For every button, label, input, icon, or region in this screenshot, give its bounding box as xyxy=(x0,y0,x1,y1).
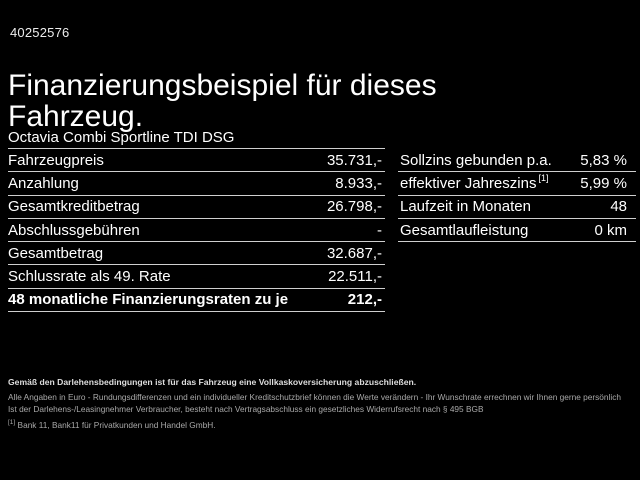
row-value: 212,- xyxy=(347,291,382,309)
row-value: 8.933,- xyxy=(335,174,382,192)
row-value: 5,99 % xyxy=(580,174,627,192)
row-value: 22.511,- xyxy=(328,268,382,286)
table-row: Gesamtkreditbetrag 26.798,- xyxy=(8,196,385,219)
table-row: Abschlussgebühren - xyxy=(8,219,385,243)
footnote-marker: [1] xyxy=(8,418,16,426)
row-value: 32.687,- xyxy=(326,244,382,262)
legal-footer: Gemäß den Darlehensbedingungen ist für d… xyxy=(8,376,636,430)
vehicle-id: 40252576 xyxy=(10,25,70,40)
row-label: Gesamtkreditbetrag xyxy=(8,198,140,216)
row-label: Abschlussgebühren xyxy=(8,221,140,239)
bank-footnote: [1] Bank 11, Bank11 für Privatkunden und… xyxy=(8,418,636,430)
financing-table: Octavia Combi Sportline TDI DSG Fahrzeug… xyxy=(8,127,385,313)
table-row: effektiver Jahreszins [1] 5,99 % xyxy=(398,172,636,196)
row-value: - xyxy=(377,221,382,239)
insurance-note: Gemäß den Darlehensbedingungen ist für d… xyxy=(8,377,417,387)
row-value: 35.731,- xyxy=(326,151,382,169)
row-label: effektiver Jahreszins [1] xyxy=(400,172,549,192)
row-label: 48 monatliche Finanzierungsraten zu je xyxy=(8,291,289,309)
table-row: Anzahlung 8.933,- xyxy=(8,172,385,196)
footnote-text: Bank 11, Bank11 für Privatkunden und Han… xyxy=(17,419,216,430)
conditions-table-rows: Sollzins gebunden p.a. 5,83 % effektiver J… xyxy=(398,149,636,243)
footnote-marker: [1] xyxy=(538,172,549,183)
page-title: Finanzierungsbeispiel für dieses Fahrzeu… xyxy=(8,69,437,134)
row-label: Schlussrate als 49. Rate xyxy=(8,268,171,286)
row-label: Gesamtlaufleistung xyxy=(400,221,529,239)
conditions-table: Sollzins gebunden p.a. 5,83 % effektiver J… xyxy=(398,149,636,243)
table-row: 48 monatliche Finanzierungsraten zu je 21… xyxy=(8,289,385,313)
row-label: Gesamtbetrag xyxy=(8,244,104,262)
row-value: 48 xyxy=(610,198,627,216)
financing-table-rows: Fahrzeugpreis 35.731,- Anzahlung 8.933,- Ges… xyxy=(8,149,385,313)
table-row: Schlussrate als 49. Rate 22.511,- xyxy=(8,265,385,289)
table-row: Sollzins gebunden p.a. 5,83 % xyxy=(398,149,636,173)
table-row: Gesamtlaufleistung 0 km xyxy=(398,219,636,243)
row-value: 0 km xyxy=(594,221,627,239)
row-value: 26.798,- xyxy=(326,198,382,216)
vehicle-subtitle: Octavia Combi Sportline TDI DSG xyxy=(8,127,385,149)
row-label: Fahrzeugpreis xyxy=(8,151,104,169)
legal-note-widerruf: Ist der Darlehens-/Leasingnehmer Verbrau… xyxy=(8,404,484,415)
row-label: Sollzins gebunden p.a. xyxy=(400,151,552,169)
table-row: Gesamtbetrag 32.687,- xyxy=(8,242,385,266)
table-row: Laufzeit in Monaten 48 xyxy=(398,196,636,219)
legal-note-euro: Alle Angaben in Euro - Rundungsdifferenz… xyxy=(8,392,621,402)
row-label: Anzahlung xyxy=(8,174,79,192)
table-row: Fahrzeugpreis 35.731,- xyxy=(8,149,385,173)
row-label: Laufzeit in Monaten xyxy=(400,198,531,216)
row-value: 5,83 % xyxy=(580,151,627,169)
